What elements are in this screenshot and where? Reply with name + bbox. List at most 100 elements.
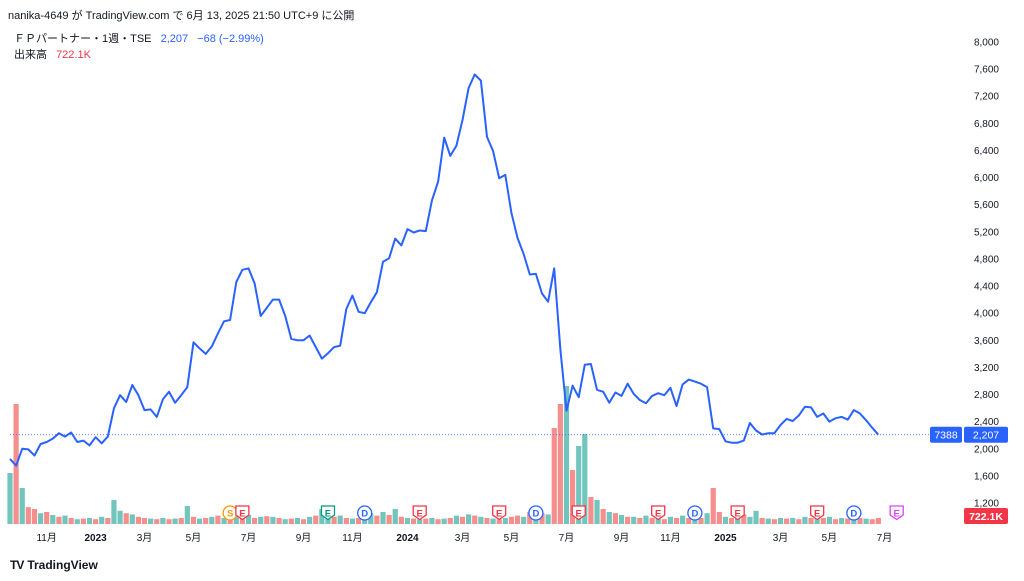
event-marker-div[interactable] (687, 505, 703, 521)
last-price-label: 2,207 (973, 430, 999, 442)
volume-bar (600, 509, 606, 524)
event-marker-earn-red[interactable] (235, 505, 250, 521)
volume-bar (74, 519, 80, 524)
volume-bar (673, 518, 680, 524)
volume-bar (631, 516, 637, 524)
volume-bar (380, 512, 386, 524)
y-tick-label: 7,200 (974, 92, 999, 103)
volume-bar (857, 518, 863, 524)
volume-bar (135, 516, 142, 524)
x-tick-label: 5月 (186, 532, 202, 544)
event-marker-letter: E (655, 509, 661, 520)
volume-bar (172, 518, 178, 524)
y-tick-label: 3,600 (974, 336, 999, 347)
volume-bar (270, 516, 276, 524)
event-marker-earn-future[interactable] (889, 505, 904, 521)
brand-footer[interactable]: TV TradingView (10, 558, 98, 572)
y-tick-label: 7,600 (974, 65, 999, 76)
event-marker-div[interactable] (528, 505, 544, 521)
event-marker-letter: E (576, 509, 582, 520)
legend-volume-row: 出来高 722.1K (14, 47, 264, 63)
volume-bar (466, 514, 472, 524)
volume-bar (484, 518, 490, 524)
volume-bar (37, 513, 44, 524)
volume-bar (680, 515, 686, 524)
volume-bar (453, 515, 459, 524)
tradingview-logo-icon: TV (10, 558, 24, 572)
x-tick-label: 11月 (342, 532, 362, 544)
volume-bar (221, 518, 227, 524)
volume-bar (747, 516, 753, 524)
x-tick-label: 11月 (660, 532, 680, 544)
event-marker-earn-red[interactable] (810, 505, 825, 521)
volume-bar (282, 519, 288, 524)
event-marker-letter: E (239, 509, 245, 520)
event-marker-earn-red[interactable] (492, 505, 507, 521)
publish-header: nanika-4649 が TradingView.com で 6月 13, 2… (8, 10, 355, 22)
event-marker-earn-red[interactable] (571, 505, 586, 521)
price-change: −68 (−2.99%) (197, 33, 264, 45)
x-tick-label: 5月 (822, 532, 838, 544)
y-tick-label: 5,200 (974, 227, 999, 238)
volume-bar (233, 512, 239, 524)
volume-bar (686, 518, 692, 524)
y-tick-label: 1,200 (974, 499, 999, 510)
event-marker-letter: D (361, 509, 368, 520)
volume-bar (148, 518, 154, 524)
volume-bar (863, 518, 869, 524)
volume-bar (704, 513, 710, 524)
volume-bar (117, 510, 123, 524)
volume-bar (123, 513, 129, 524)
x-tick-label: 7月 (559, 532, 575, 544)
volume-bar (447, 518, 453, 524)
volume-bar (539, 513, 545, 524)
time-axis[interactable]: 11月 2023 3月 5月 7月 9月 11月 2024 3月 5月 7月 9月 11月 2025 3月 5… (36, 532, 892, 544)
volume-bar (814, 518, 820, 524)
x-tick-label: 3月 (137, 532, 153, 544)
event-marker-earn-red[interactable] (730, 505, 745, 521)
x-tick-label: 7月 (877, 532, 893, 544)
volume-bar (735, 516, 741, 524)
volume-bar (765, 518, 771, 524)
volume-bar (258, 516, 264, 524)
volume-bar (698, 518, 704, 524)
event-marker-div[interactable] (357, 505, 373, 521)
volume-bar (625, 516, 631, 524)
volume-bar (319, 509, 325, 524)
volume-bar (423, 518, 429, 524)
x-tick-label: 2023 (84, 533, 107, 544)
event-marker-letter: S (227, 509, 233, 520)
volume-label[interactable]: 出来高 (14, 49, 47, 61)
y-tick-label: 6,400 (974, 146, 999, 157)
symbol-label[interactable]: ＦＰパートナー・1週・TSE (14, 33, 152, 45)
volume-bar (190, 516, 197, 524)
volume-bar (166, 519, 172, 524)
last-price-badge (964, 426, 1008, 443)
event-marker-letter: E (735, 509, 741, 520)
volume-bar (392, 509, 398, 524)
volume-bar (649, 518, 655, 524)
volume-bar (429, 518, 435, 524)
volume-bars (7, 386, 881, 524)
volume-bar (594, 500, 600, 524)
price-axis[interactable]: 8,000 7,600 7,200 6,800 6,400 6,000 5,600 5,200… (974, 38, 999, 510)
event-marker-earn-red[interactable] (412, 505, 427, 521)
event-marker-earn-red[interactable] (651, 505, 666, 521)
volume-bar (472, 515, 478, 524)
volume-bar (576, 446, 582, 524)
volume-bar (722, 516, 729, 524)
volume-bar (502, 518, 508, 524)
event-marker-div[interactable] (846, 505, 862, 521)
volume-bar (845, 518, 851, 524)
volume-bar (655, 518, 661, 524)
volume-bar (252, 518, 258, 524)
event-marker-earn-green[interactable] (320, 505, 336, 521)
volume-bar (68, 518, 74, 524)
volume-bar (527, 512, 533, 524)
event-marker-letter: D (850, 509, 857, 520)
volume-bar (618, 515, 625, 524)
volume-bar (832, 519, 839, 524)
volume-bar (19, 488, 25, 524)
